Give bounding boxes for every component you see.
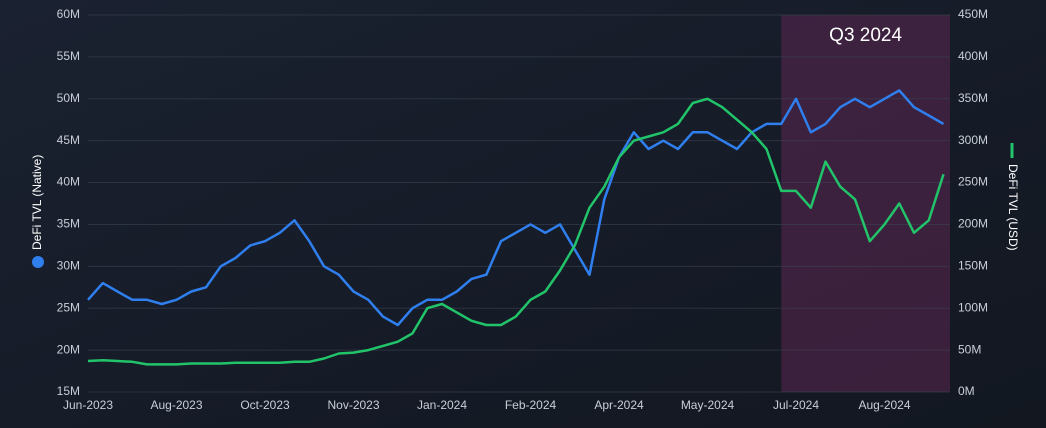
y2-tick-label: 350M (958, 91, 988, 105)
y-tick-label: 25M (57, 300, 80, 314)
y-tick-label: 20M (57, 342, 80, 356)
highlight-region (781, 15, 950, 392)
x-tick-label: Jan-2024 (417, 398, 467, 412)
x-tick-label: Oct-2023 (240, 398, 290, 412)
x-tick-label: May-2024 (681, 398, 735, 412)
y2-tick-label: 250M (958, 175, 988, 189)
y2-tick-label: 100M (958, 300, 988, 314)
y2-axis-title: DeFi TVL (USD) (1006, 164, 1020, 251)
y2-tick-label: 450M (958, 7, 988, 21)
y2-tick-label: 0M (958, 384, 975, 398)
series-line (87, 89, 945, 327)
y-tick-label: 15M (57, 384, 80, 398)
y-tick-label: 35M (57, 217, 80, 231)
left-axis-legend: DeFi TVL (Native) (30, 155, 44, 268)
y-tick-label: 60M (57, 7, 80, 21)
x-tick-label: Jun-2023 (63, 398, 113, 412)
y2-tick-label: 400M (958, 49, 988, 63)
y-tick-label: 30M (57, 259, 80, 273)
x-tick-label: Apr-2024 (594, 398, 644, 412)
y-tick-label: 50M (57, 91, 80, 105)
y2-tick-label: 150M (958, 259, 988, 273)
y-tick-label: 55M (57, 49, 80, 63)
x-tick-label: Feb-2024 (505, 398, 557, 412)
legend-swatch (32, 256, 44, 268)
y-tick-label: 40M (57, 175, 80, 189)
series-line (87, 97, 945, 366)
x-tick-label: Nov-2023 (327, 398, 379, 412)
x-tick-label: Jul-2024 (773, 398, 819, 412)
y2-tick-label: 50M (958, 342, 981, 356)
y-tick-label: 45M (57, 133, 80, 147)
annotation: Q3 2024 (829, 25, 902, 46)
y2-tick-label: 300M (958, 133, 988, 147)
x-tick-label: Aug-2023 (150, 398, 202, 412)
y2-tick-label: 200M (958, 217, 988, 231)
right-axis-legend: DeFi TVL (USD) (1006, 143, 1020, 251)
y-axis-title: DeFi TVL (Native) (30, 155, 44, 250)
x-tick-label: Aug-2024 (858, 398, 910, 412)
